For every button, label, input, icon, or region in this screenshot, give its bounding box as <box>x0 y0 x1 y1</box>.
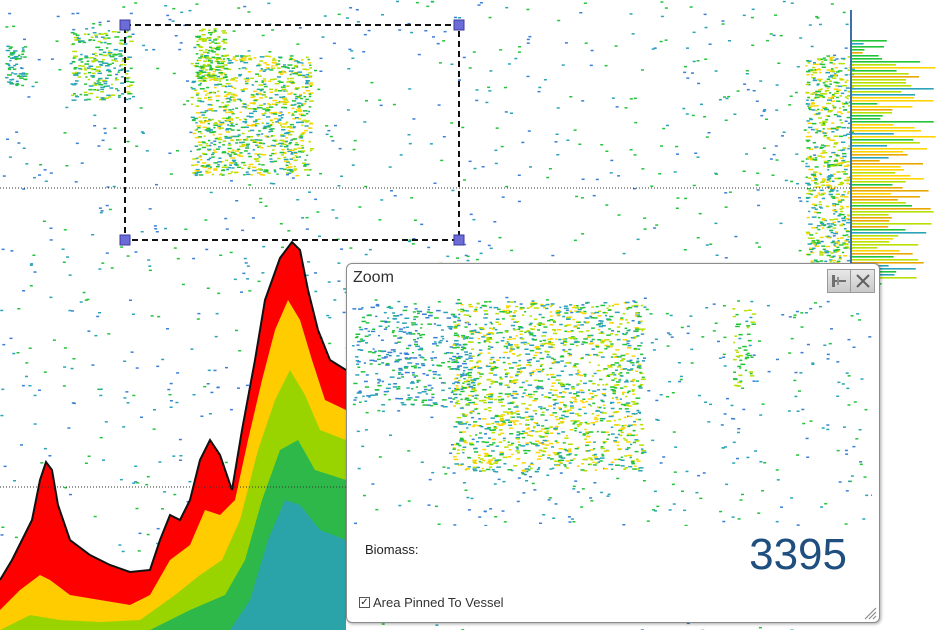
seabed-echo <box>0 240 347 630</box>
selection-handle-top-left[interactable] <box>119 19 131 31</box>
close-button[interactable] <box>851 269 875 293</box>
resize-grip-icon[interactable] <box>863 606 877 620</box>
selection-handle-top-right[interactable] <box>453 19 465 31</box>
area-pinned-label: Area Pinned To Vessel <box>373 595 504 610</box>
pin-icon <box>832 275 846 287</box>
close-icon <box>855 274 870 288</box>
fish-schools <box>5 28 855 266</box>
zoom-window[interactable]: Zoom Biomass: 3395 ✓ Area Pinned To Vess… <box>346 263 880 623</box>
selection-handle-bottom-left[interactable] <box>119 234 131 246</box>
area-pinned-option[interactable]: ✓ Area Pinned To Vessel <box>359 595 504 610</box>
zoom-title: Zoom <box>353 269 394 286</box>
intensity-histogram <box>852 40 936 285</box>
pin-button[interactable] <box>827 269 851 293</box>
selection-rectangle[interactable] <box>119 19 465 246</box>
selection-handle-bottom-right[interactable] <box>453 234 465 246</box>
zoom-window-buttons <box>827 269 875 293</box>
area-pinned-checkbox[interactable]: ✓ <box>359 597 370 608</box>
biomass-label: Biomass: <box>365 542 419 557</box>
zoom-echogram <box>352 296 872 526</box>
biomass-value: 3395 <box>749 530 847 579</box>
